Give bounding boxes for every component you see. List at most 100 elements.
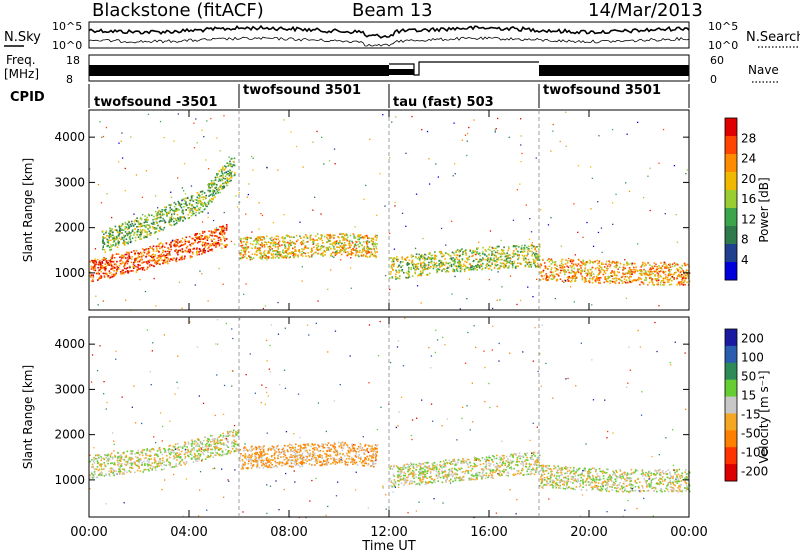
velocity-echo-point [278,461,281,463]
power-echo-point [495,264,498,267]
power-echo-point [522,251,524,253]
velocity-echo-point [359,449,361,452]
power-echo-point [116,242,118,245]
power-echo-point [201,253,203,255]
power-echo-point [338,236,340,239]
power-echo-point [104,267,106,269]
power-scatter-point [453,122,455,124]
power-echo-point [303,248,305,251]
power-echo-point [484,249,486,251]
velocity-echo-point [250,460,253,462]
velocity-echo-point [168,448,170,450]
velocity-echo-point [363,452,365,454]
power-echo-point [598,281,601,284]
power-echo-point [425,258,427,261]
power-echo-point [335,250,338,253]
velocity-echo-point [178,463,180,466]
power-echo-point [475,251,478,253]
power-echo-point [391,260,393,263]
power-echo-point [537,256,539,258]
velocity-echo-point [252,459,254,462]
beam-title: Beam 13 [352,0,433,21]
power-echo-point [587,271,590,273]
power-scatter-point [230,240,233,243]
power-echo-point [598,282,600,284]
power-echo-point [200,203,202,205]
velocity-echo-point [344,462,346,465]
power-echo-point [461,268,463,270]
velocity-echo-point [262,467,265,469]
velocity-echo-point [130,450,132,452]
power-scatter-point [466,154,468,157]
power-echo-point [442,255,445,257]
power-echo-point [521,254,524,257]
power-echo-point [195,234,197,236]
power-scatter-point [395,116,397,118]
power-echo-point [190,214,193,217]
power-scatter-point [177,177,179,179]
velocity-echo-point [162,447,165,450]
power-echo-point [273,237,276,240]
velocity-echo-point [207,455,209,457]
power-echo-point [517,250,519,253]
velocity-echo-point [146,460,149,462]
power-echo-point [598,262,600,264]
power-scatter-point [600,227,603,229]
power-echo-point [640,272,642,275]
power-echo-point [219,179,222,182]
power-echo-point [569,276,572,279]
velocity-echo-point [116,457,119,459]
power-echo-point [510,262,512,265]
power-echo-point [455,265,458,267]
power-echo-point [653,262,656,264]
power-echo-point [194,206,196,209]
power-echo-point [334,252,337,254]
power-echo-point [301,255,304,257]
velocity-echo-point [165,464,167,467]
power-echo-point [441,255,443,258]
velocity-echo-point [227,441,229,444]
power-scatter-point [317,300,319,302]
velocity-echo-point [100,463,102,466]
power-echo-point [274,256,277,259]
power-echo-point [453,259,456,262]
power-echo-point [457,262,460,265]
power-echo-point [456,249,459,251]
velocity-echo-point [206,442,208,445]
power-echo-point [456,267,458,269]
power-echo-point [221,173,224,175]
power-echo-point [582,262,585,264]
power-echo-point [157,217,160,219]
power-echo-point [664,270,667,273]
power-echo-point [188,207,191,209]
power-echo-point [344,251,347,254]
power-echo-point [198,251,200,253]
power-echo-point [652,272,654,275]
power-echo-point [111,276,114,278]
velocity-echo-point [217,447,219,449]
velocity-echo-point [178,452,181,455]
power-scatter-point [516,189,518,191]
power-echo-point [136,261,139,263]
velocity-echo-point [240,453,242,455]
power-echo-point [607,280,609,283]
power-echo-point [140,224,142,227]
power-echo-point [317,252,320,255]
power-echo-point [631,280,634,282]
power-echo-point [135,249,138,252]
power-echo-point [285,251,287,254]
power-echo-point [580,272,582,274]
velocity-echo-point [297,458,299,461]
power-scatter-point [97,304,99,306]
velocity-echo-point [291,447,294,449]
power-echo-point [189,199,192,202]
power-echo-point [133,261,135,264]
power-echo-point [312,239,314,242]
power-scatter-point [516,303,518,306]
power-echo-point [327,238,329,240]
velocity-echo-point [288,465,291,467]
velocity-echo-point [297,454,300,457]
velocity-echo-point [166,459,168,461]
power-echo-point [512,264,514,267]
power-echo-point [645,277,647,279]
